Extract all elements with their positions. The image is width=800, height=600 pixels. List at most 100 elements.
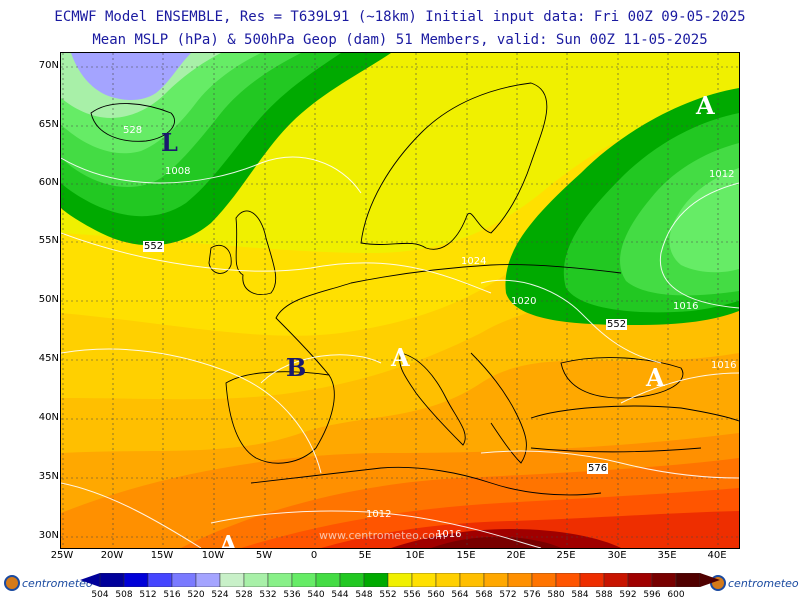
colorbar-swatch	[123, 573, 149, 587]
centrometeo-logo-left: centrometeo	[4, 572, 93, 594]
high-pressure-center: A	[219, 530, 238, 549]
logo-text-right: centrometeo	[728, 576, 799, 590]
colorbar-value-label: 544	[331, 590, 349, 600]
contour-value-label: 576	[587, 463, 609, 474]
colorbar-swatch	[651, 573, 677, 587]
colorbar-value-label: 536	[283, 590, 301, 600]
colorbar-swatch	[339, 573, 365, 587]
contour-value-label: 1024	[461, 256, 487, 267]
contour-value-label: 1020	[511, 296, 537, 307]
longitude-tick-label: 5E	[358, 550, 372, 561]
colorbar-value-label: 556	[403, 590, 421, 600]
colorbar-swatch	[411, 573, 437, 587]
longitude-tick-label: 30E	[607, 550, 627, 561]
colorbar-value-label: 592	[619, 590, 637, 600]
latitude-tick-label: 65N	[38, 119, 59, 130]
colorbar-value-label: 548	[355, 590, 373, 600]
longitude-tick-label: 10W	[201, 550, 225, 561]
contour-value-label: 1016	[673, 301, 699, 312]
colorbar-value-label: 524	[211, 590, 229, 600]
high-pressure-center: A	[391, 343, 410, 372]
colorbar-value-label: 520	[187, 590, 205, 600]
colorbar-swatch	[267, 573, 293, 587]
colorbar-max-arrow	[700, 573, 720, 587]
contour-value-label: 1012	[366, 509, 392, 520]
colorbar-value-label: 588	[595, 590, 613, 600]
watermark: www.centrometeo.com	[319, 529, 446, 542]
colorbar-swatch	[291, 573, 317, 587]
colorbar-value-label: 552	[379, 590, 397, 600]
colorbar-swatch	[627, 573, 653, 587]
colorbar-swatch	[195, 573, 221, 587]
geopotential-colorbar	[80, 573, 720, 587]
longitude-tick-label: 25W	[50, 550, 74, 561]
colorbar-value-label: 504	[91, 590, 109, 600]
latitude-tick-label: 50N	[38, 294, 59, 305]
map-title-line-2: Mean MSLP (hPa) & 500hPa Geop (dam) 51 M…	[92, 32, 708, 48]
colorbar-value-label: 528	[235, 590, 253, 600]
colorbar-swatch	[483, 573, 509, 587]
colorbar-value-label: 560	[427, 590, 445, 600]
colorbar-value-label: 532	[259, 590, 277, 600]
colorbar-value-label: 580	[547, 590, 565, 600]
colorbar-value-label: 540	[307, 590, 325, 600]
longitude-tick-label: 5W	[255, 550, 273, 561]
colorbar-value-label: 584	[571, 590, 589, 600]
longitude-tick-label: 20W	[100, 550, 124, 561]
weather-map	[61, 53, 739, 548]
longitude-tick-label: 15W	[150, 550, 174, 561]
longitude-tick-label: 40E	[707, 550, 727, 561]
colorbar-value-label: 572	[499, 590, 517, 600]
colorbar-swatch	[315, 573, 341, 587]
colorbar-swatch	[507, 573, 533, 587]
colorbar-value-label: 516	[163, 590, 181, 600]
high-pressure-center: A	[696, 91, 715, 120]
contour-value-label: 1012	[709, 169, 735, 180]
contour-value-label: 552	[606, 319, 628, 330]
contour-value-label: 1016	[436, 529, 462, 540]
logo-text-left: centrometeo	[22, 576, 93, 590]
latitude-tick-label: 60N	[38, 177, 59, 188]
colorbar-value-label: 564	[451, 590, 469, 600]
longitude-tick-label: 25E	[556, 550, 576, 561]
latitude-tick-label: 45N	[38, 353, 59, 364]
colorbar-value-label: 512	[139, 590, 157, 600]
centrometeo-logo-right: centrometeo	[710, 572, 799, 594]
colorbar-swatch	[99, 573, 125, 587]
map-panel: L B A A A A 528 1008 552 1024 1020 1012 1016 552 1016…	[60, 52, 740, 549]
colorbar-swatch	[435, 573, 461, 587]
contour-value-label: 528	[123, 125, 143, 136]
low-pressure-center: L	[161, 128, 178, 157]
latitude-tick-label: 35N	[38, 471, 59, 482]
geopotential-band-536-ne	[669, 168, 739, 273]
colorbar-swatch	[555, 573, 581, 587]
geopotential-band-520-nw	[71, 53, 191, 100]
longitude-tick-label: 15E	[456, 550, 476, 561]
colorbar-swatch	[363, 573, 389, 587]
low-pressure-center: B	[286, 353, 307, 382]
colorbar-value-label: 508	[115, 590, 133, 600]
contour-value-label: 1016	[711, 360, 737, 371]
centrometeo-logo-icon	[4, 575, 20, 591]
colorbar-value-label: 600	[667, 590, 685, 600]
colorbar-swatch	[147, 573, 173, 587]
latitude-tick-label: 40N	[38, 412, 59, 423]
map-title-line-1: ECMWF Model ENSEMBLE, Res = T639L91 (~18…	[54, 9, 746, 25]
graticule-lines	[61, 53, 739, 548]
colorbar-value-label: 576	[523, 590, 541, 600]
geopotential-band-596	[431, 536, 561, 548]
longitude-tick-label: 35E	[657, 550, 677, 561]
isobar-lines	[61, 156, 739, 548]
colorbar-swatch	[243, 573, 269, 587]
colorbar-swatch	[387, 573, 413, 587]
colorbar-swatch	[579, 573, 605, 587]
contour-value-label: 1008	[165, 166, 191, 177]
colorbar-swatch	[219, 573, 245, 587]
latitude-tick-label: 70N	[38, 60, 59, 71]
contour-value-label: 552	[143, 241, 165, 252]
longitude-tick-label: 0	[310, 550, 318, 561]
colorbar-swatch	[459, 573, 485, 587]
colorbar-value-label: 596	[643, 590, 661, 600]
colorbar-swatch	[675, 573, 701, 587]
colorbar-swatch	[531, 573, 557, 587]
